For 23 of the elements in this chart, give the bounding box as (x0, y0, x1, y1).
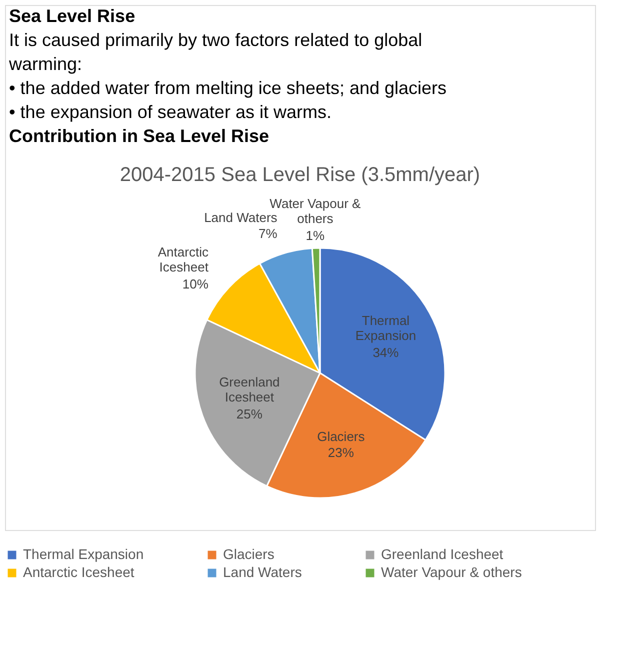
data-label: 25% (236, 406, 263, 422)
slice-label: Thermal Expansion (355, 312, 416, 343)
legend-label: Water Vapour & others (381, 564, 522, 580)
data-label: 7% (258, 226, 278, 242)
text: Sea Level Rise (9, 6, 136, 26)
legend-label: Land Waters (223, 564, 302, 580)
data-label: 1% (306, 228, 326, 244)
text: • the added water from melting ice sheets; and glaciers (9, 78, 447, 98)
text: Contribution in Sea Level Rise (9, 126, 270, 146)
legend-label: Antarctic Icesheet (23, 564, 134, 580)
legend-label: Greenland Icesheet (381, 546, 504, 562)
text: • the expansion of seawater as it warms. (9, 102, 332, 122)
data-label: 23% (328, 445, 354, 460)
slice-label: Glaciers (317, 429, 366, 444)
slice-label: Land Waters (204, 210, 278, 226)
slice-label: Greenland Icesheet (219, 374, 280, 404)
chart-title: 2004-2015 Sea Level Rise (3.5mm/year) (120, 164, 480, 186)
slice-label: Antarctic Icesheet (158, 244, 209, 274)
text: It is caused primarily by two factors related to global warming: (8, 30, 422, 74)
data-label: 34% (372, 344, 400, 360)
legend-label: Thermal Expansion (23, 546, 144, 562)
legend-label: Glaciers (223, 546, 274, 562)
data-label: 10% (182, 276, 209, 292)
